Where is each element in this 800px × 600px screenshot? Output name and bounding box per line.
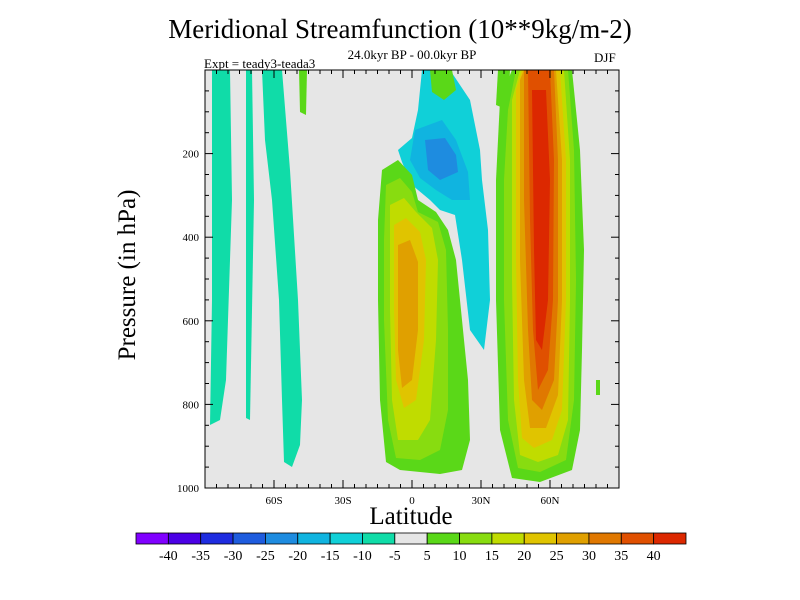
y-tick-label: 400 — [183, 232, 200, 244]
colorbar-level-label: 30 — [582, 549, 596, 564]
upper-pos-patch — [430, 70, 456, 100]
colorbar-swatch — [329, 532, 363, 545]
sh-strip-4 — [299, 70, 307, 115]
colorbar-level-label: 40 — [647, 549, 661, 564]
colorbar-swatch — [426, 532, 460, 545]
colorbar-level-label: -40 — [159, 549, 178, 564]
colorbar-level-label: 25 — [550, 549, 564, 564]
colorbar-level-label: -15 — [321, 549, 340, 564]
colorbar-level-label: -5 — [389, 549, 401, 564]
colorbar-swatch — [232, 532, 266, 545]
y-tick-label: 600 — [183, 316, 200, 328]
sh-strip-1 — [210, 70, 232, 425]
colorbar-swatch — [653, 532, 687, 545]
colorbar-level-label: 35 — [614, 549, 628, 564]
sh-strip-3 — [262, 70, 302, 467]
colorbar: -40 -35 -30 -25 -20 -15 -10 -5 5 10 15 20 25 30 35 40 — [135, 532, 687, 564]
y-tick-label: 200 — [183, 149, 200, 161]
colorbar-swatch — [135, 532, 169, 545]
upper-neg-core — [425, 138, 458, 180]
colorbar-level-label: 15 — [485, 549, 499, 564]
colorbar-level-label: 10 — [453, 549, 467, 564]
colorbar-swatch — [200, 532, 234, 545]
colorbar-swatch — [297, 532, 331, 545]
x-tick-label: 60N — [541, 495, 560, 507]
season-label: DJF — [594, 50, 616, 65]
colorbar-level-label: -20 — [288, 549, 307, 564]
colorbar-swatch — [167, 532, 202, 545]
colorbar-swatch — [588, 532, 622, 545]
colorbar-level-label: -35 — [191, 549, 210, 564]
colorbar-level-label: 20 — [517, 549, 531, 564]
x-tick-label: 30S — [334, 495, 351, 507]
colorbar-swatch — [491, 532, 525, 545]
colorbar-swatch — [523, 532, 557, 545]
chart-title: Meridional Streamfunction (10**9kg/m-2) — [168, 14, 632, 44]
nh-patch-right — [596, 380, 600, 395]
colorbar-level-label: -10 — [353, 549, 372, 564]
colorbar-swatch — [394, 532, 428, 545]
sh-strip-2 — [246, 70, 254, 420]
x-tick-label: 30N — [472, 495, 491, 507]
x-tick-label: 0 — [409, 495, 415, 507]
x-axis-ticks: 60S 30S 0 30N 60N — [216, 70, 608, 507]
chart-subtitle: 24.0kyr BP - 00.0kyr BP — [347, 47, 477, 62]
nh-pos-core — [532, 90, 550, 350]
colorbar-swatch — [620, 532, 655, 545]
colorbar-swatch — [265, 532, 299, 545]
y-tick-label: 800 — [183, 399, 200, 411]
trop-pos-5 — [398, 240, 418, 388]
colorbar-swatch — [362, 532, 396, 545]
contour-fills — [210, 70, 600, 482]
colorbar-swatch — [459, 532, 493, 545]
colorbar-swatch — [556, 532, 590, 545]
colorbar-level-label: 5 — [424, 549, 431, 564]
x-tick-label: 60S — [265, 495, 282, 507]
experiment-label: Expt = teady3-teada3 — [204, 56, 316, 71]
y-axis-ticks: 200 400 600 800 1000 — [177, 90, 619, 495]
x-axis-label: Latitude — [369, 503, 453, 530]
colorbar-level-label: -25 — [256, 549, 275, 564]
colorbar-level-label: -30 — [224, 549, 243, 564]
y-tick-label: 1000 — [177, 483, 200, 495]
